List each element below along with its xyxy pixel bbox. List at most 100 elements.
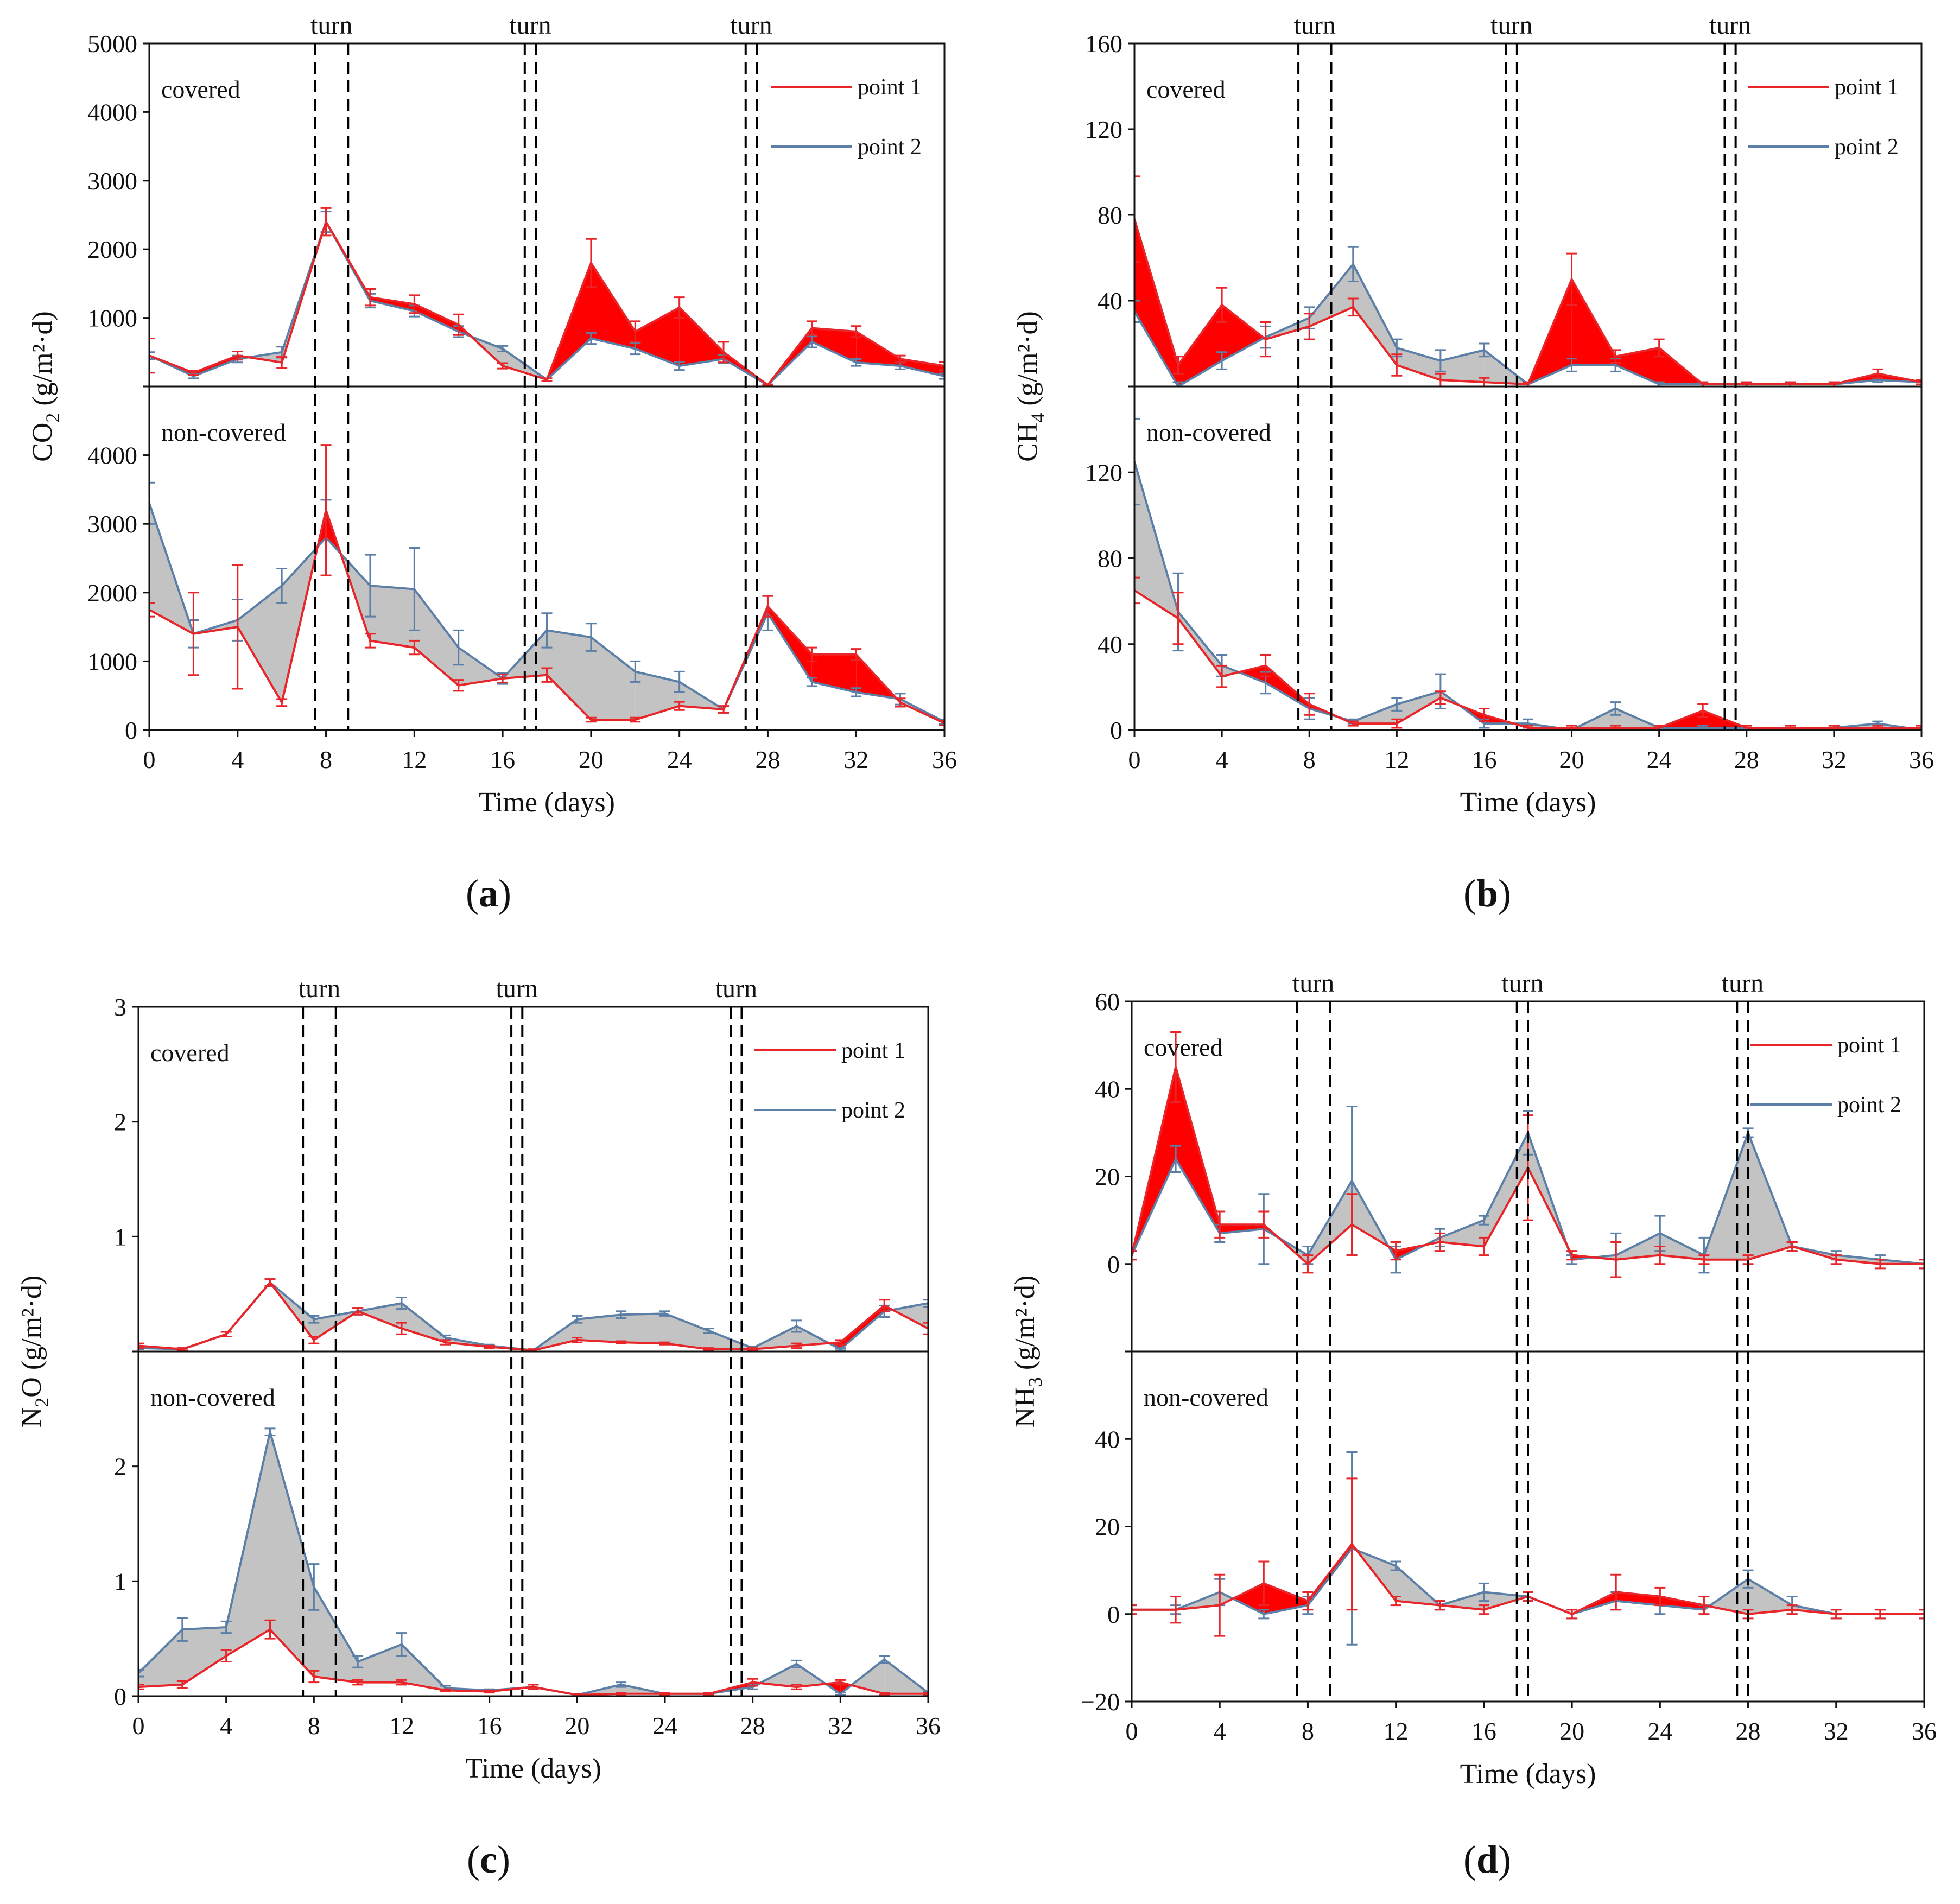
difference-fill [665,1313,709,1349]
section-top: 0 20 40 60 covered [1095,988,1924,1353]
y-tick-label: −20 [1081,1688,1120,1716]
y-tick-label: 0 [1107,1601,1120,1628]
difference-fill [414,304,459,332]
difference-fill [547,630,591,720]
series-point-1-point [810,653,813,656]
plot-area [1132,1031,1924,1278]
series-point-2-point [810,681,813,683]
difference-fill [811,328,857,363]
series-point-1-point [1350,1543,1353,1545]
difference-fill [840,1305,885,1349]
series-point-1-point [1571,1613,1574,1615]
series-point-1-point [722,351,725,353]
y-tick-label: 60 [1095,988,1120,1016]
series-point-2-point [545,629,548,632]
turn-label: turn [730,11,772,40]
x-tick-label: 12 [1384,1717,1409,1745]
plot-area [1134,175,1921,386]
x-tick-label: 0 [1126,1717,1138,1745]
y-tick-label: 40 [1098,631,1122,658]
x-tick-label: 36 [916,1712,941,1740]
series-point-2-point [401,1643,403,1646]
series-point-1-point [281,361,283,364]
series-point-1-point [413,646,416,649]
series-point-1-point [1745,727,1748,729]
series-point-1-point [1352,722,1354,725]
section-label-top: covered [161,75,240,103]
difference-fill [1439,1220,1484,1247]
x-tick-label: 8 [1302,1717,1314,1745]
series-point-2-point [1482,1219,1485,1222]
series-point-2-point [1482,1591,1485,1594]
series-point-1-point [1219,1223,1221,1226]
difference-fill [811,654,857,693]
turn-label: turn [715,974,757,1003]
series-point-1-point [444,1341,447,1344]
series-point-1-point [413,303,416,306]
difference-fill [892,1303,928,1329]
series-point-2-point [457,646,460,649]
series-point-2-point [313,1318,315,1321]
series-point-1-point [444,1689,447,1692]
series-point-1-point [1483,381,1486,384]
series-point-1-point [766,384,769,386]
x-tick-label: 32 [1824,1717,1849,1745]
series-point-2-point [678,681,681,683]
x-tick-label: 4 [1214,1717,1226,1745]
x-tick-label: 28 [740,1712,765,1740]
legend-label-point-1: point 1 [1835,75,1899,100]
difference-fill [635,307,680,366]
difference-fill [358,1644,402,1683]
series-point-2-point [281,351,283,353]
series-point-2-point [413,588,416,591]
y-tick-label: 20 [1095,1513,1120,1541]
series-point-1-point [1308,325,1311,328]
series-point-1-point [532,1686,535,1689]
y-tick-label: 3000 [87,167,137,195]
series-point-1-point [1306,1600,1309,1602]
series-point-1-point [1527,383,1529,386]
series-point-1-point [1571,1254,1574,1256]
x-tick-label: 36 [1912,1717,1937,1745]
y-tick-label: 2000 [87,579,137,607]
series-point-1-point [1263,1582,1265,1585]
series-point-1-point [181,1348,183,1350]
difference-fill [577,1315,621,1343]
x-tick-label: 20 [564,1712,589,1740]
turn-label: turn [1501,969,1543,998]
series-point-1-point [1175,1065,1177,1068]
series-point-1-point [576,1338,579,1341]
series-point-1-point [1658,346,1660,349]
x-tick-label: 4 [1216,746,1228,773]
difference-fill [226,1432,270,1656]
series-point-1-point [1439,379,1442,382]
legend-label-point-1: point 1 [841,1038,905,1063]
y-tick-label: 160 [1085,30,1122,58]
series-point-1-point [722,708,725,711]
series-point-2-point [1396,703,1398,706]
series-point-1-point [1659,1254,1661,1256]
y-axis-label: N2O (g/m²·d) [16,1275,53,1428]
difference-fill [237,586,282,703]
x-tick-label: 0 [1128,746,1141,773]
series-point-2-point [634,347,637,350]
difference-fill [1233,1583,1264,1614]
series-point-1-point [1394,1600,1397,1602]
series-point-2-point [357,1660,359,1663]
section-label-bottom: non-covered [150,1383,275,1411]
series-point-1-point [502,677,504,680]
series-point-1-point [192,632,195,635]
series-point-1-point [401,1327,403,1330]
series-point-2-point [1394,1565,1397,1567]
series-point-2-line [1134,461,1921,730]
series-point-1-point [357,1681,359,1684]
turn-label: turn [1709,11,1751,40]
series-point-1-point [1659,1595,1661,1598]
series-point-1-line [149,219,944,386]
series-point-1-point [1835,1258,1837,1261]
series-point-1-point [1438,1241,1441,1243]
series-point-2-point [855,361,858,364]
series-point-1-point [325,220,327,223]
series-point-1-point [1615,1591,1618,1594]
